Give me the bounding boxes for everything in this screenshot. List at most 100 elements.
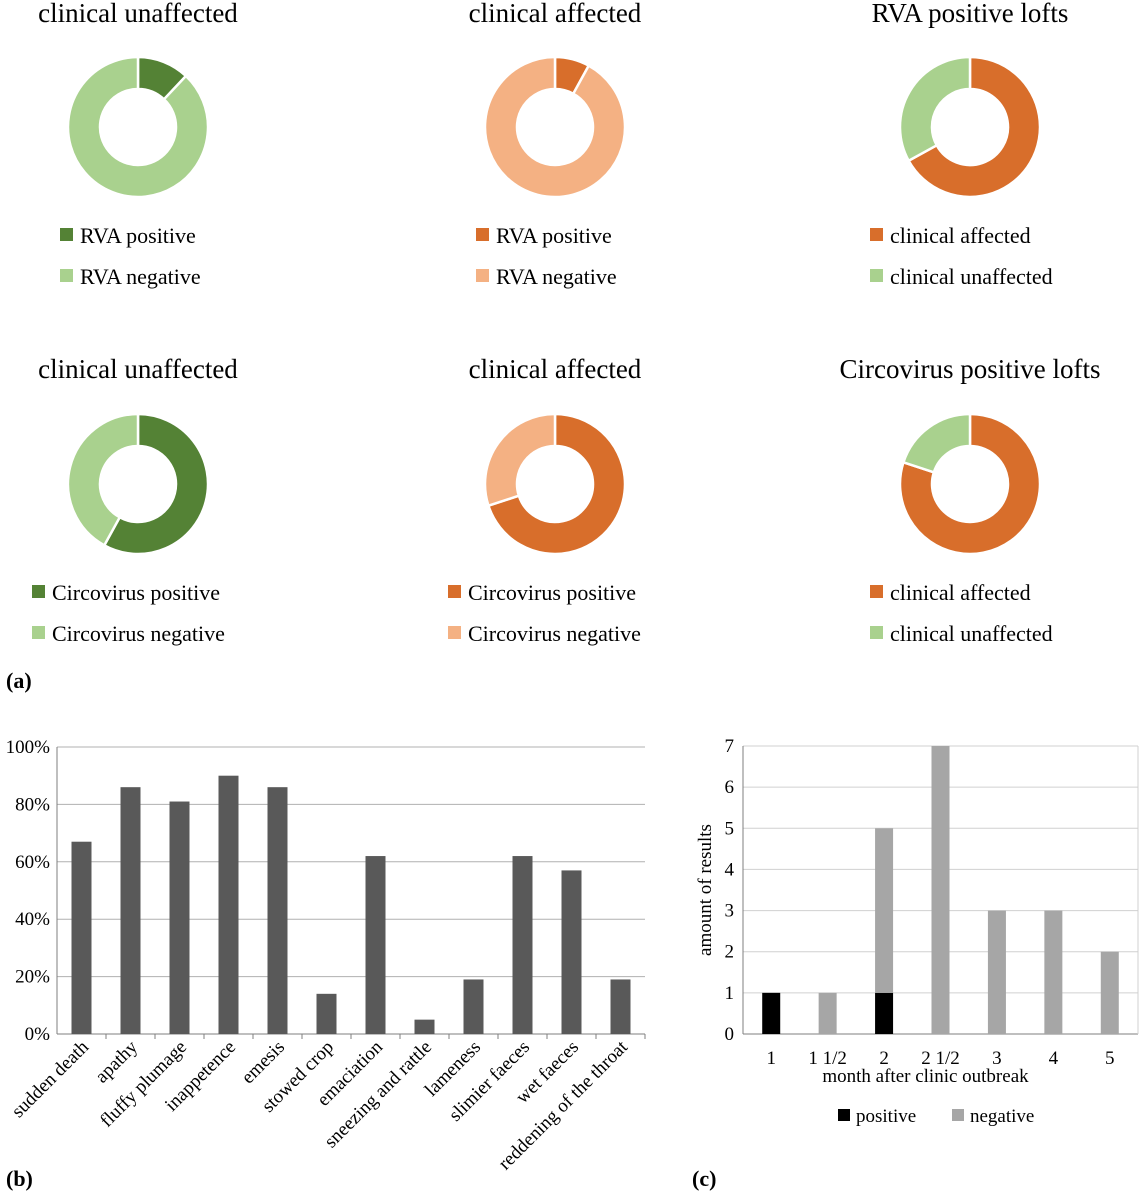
x-tick-label: 4 [1049, 1048, 1059, 1069]
y-tick-label: 1 [725, 983, 735, 1004]
legend-swatch-rva-negative [60, 269, 73, 282]
legend-swatch-clinical-unaffected [870, 269, 883, 282]
y-tick-label: 2 [725, 942, 735, 963]
donut-chart-2: clinical affected RVA positive RVA negativ… [469, 0, 642, 289]
slice-rva-negative [483, 55, 627, 199]
legend-label: negative [970, 1106, 1034, 1127]
bar-positive-2 [875, 992, 894, 1034]
slice-circovirus-positive [102, 412, 210, 556]
chart-title: clinical unaffected [38, 0, 238, 28]
panel-label-a: (a) [6, 668, 32, 693]
legend-swatch-circovirus-positive [448, 585, 461, 598]
slice-clinical-affected [906, 55, 1042, 199]
bar-negative-3 [987, 910, 1006, 1034]
donut-chart-3: RVA positive lofts clinical affected clini… [870, 0, 1068, 289]
chart-title: clinical affected [469, 354, 642, 384]
legend-swatch-negative [952, 1109, 964, 1121]
bar-wet-faeces [561, 870, 582, 1034]
slice-clinical-unaffected [901, 412, 972, 474]
legend-swatch-clinical-unaffected [870, 626, 883, 639]
donut-chart-6: Circovirus positive lofts clinical affect… [840, 354, 1101, 646]
legend-label: positive [856, 1106, 916, 1127]
y-tick-label: 3 [725, 901, 735, 922]
stacked-bar-chart-results: 0 1 2 3 4 5 6 7 1 1 1/2 2 2 1/2 3 4 5 month after clini… [695, 736, 1139, 1127]
bar-negative-1-1-2 [818, 992, 837, 1034]
bar-sudden-death [71, 841, 92, 1034]
y-tick-label: 100% [6, 737, 51, 758]
bar-chart-symptoms: 0%20%40%60%80%100%sudden deathapathyfluf… [6, 737, 646, 1174]
bar-positive-1 [762, 992, 781, 1034]
legend-label: clinical affected [890, 223, 1031, 248]
slice-clinical-affected [898, 412, 1042, 556]
legend-label: Circovirus negative [52, 621, 225, 646]
x-tick-label: 2 [879, 1048, 889, 1069]
bar-apathy [120, 787, 141, 1034]
bar-negative-4 [1044, 910, 1063, 1034]
bar-stowed-crop [316, 993, 337, 1034]
legend-label: Circovirus positive [52, 580, 220, 605]
legend-swatch-positive [838, 1109, 850, 1121]
bar-slimier-faeces [512, 856, 533, 1034]
x-axis-title: month after clinic outbreak [822, 1066, 1029, 1087]
slice-rva-negative [66, 55, 210, 199]
bar-lameness [463, 979, 484, 1034]
y-tick-label: 60% [15, 852, 50, 873]
x-tick-label: sudden death [8, 1036, 94, 1122]
legend-swatch-clinical-affected [870, 585, 883, 598]
x-tick-label: 3 [992, 1048, 1002, 1069]
y-tick-label: 0% [25, 1024, 51, 1045]
legend-swatch-rva-positive [476, 228, 489, 241]
bar-negative-2-1-2 [931, 746, 950, 1034]
y-tick-label: 6 [725, 777, 735, 798]
y-tick-label: 80% [15, 794, 50, 815]
y-tick-label: 20% [15, 967, 50, 988]
legend-label: clinical affected [890, 580, 1031, 605]
slice-circovirus-positive [486, 412, 627, 556]
bar-emaciation [365, 856, 386, 1034]
chart-title: clinical unaffected [38, 354, 238, 384]
bar-negative-2 [875, 828, 894, 993]
bar-fluffy-plumage [169, 801, 190, 1034]
legend-label: RVA negative [80, 264, 201, 289]
y-tick-label: 5 [725, 818, 735, 839]
donut-chart-1: clinical unaffected RVA positive RVA negat… [38, 0, 238, 289]
y-tick-label: 7 [725, 736, 735, 757]
legend-label: RVA positive [80, 223, 196, 248]
legend-swatch-clinical-affected [870, 228, 883, 241]
bar-negative-5 [1100, 951, 1119, 1034]
legend-swatch-circovirus-negative [32, 626, 45, 639]
chart-title: RVA positive lofts [872, 0, 1069, 28]
legend-swatch-rva-negative [476, 269, 489, 282]
legend-label: RVA positive [496, 223, 612, 248]
y-tick-label: 0 [725, 1024, 735, 1045]
legend-label: RVA negative [496, 264, 617, 289]
slice-circovirus-negative [483, 412, 557, 508]
x-tick-label: 2 1/2 [921, 1048, 960, 1069]
donut-charts: clinical unaffected RVA positive RVA negat… [32, 0, 1100, 646]
panel-label-c: (c) [692, 1166, 716, 1191]
y-tick-label: 4 [725, 859, 735, 880]
legend-swatch-circovirus-negative [448, 626, 461, 639]
bar-inappetence [218, 775, 239, 1034]
chart-title: clinical affected [469, 0, 642, 28]
legend-swatch-circovirus-positive [32, 585, 45, 598]
x-tick-label: 1 [766, 1048, 776, 1069]
donut-chart-4: clinical unaffected Circovirus positive Ci… [32, 354, 238, 646]
legend-label: clinical unaffected [890, 264, 1053, 289]
bar-emesis [267, 787, 288, 1034]
bar-sneezing-and-rattle [414, 1019, 435, 1034]
legend-swatch-rva-positive [60, 228, 73, 241]
slice-clinical-unaffected [898, 55, 972, 163]
x-tick-label: 5 [1105, 1048, 1115, 1069]
slice-circovirus-negative [66, 412, 140, 548]
donut-chart-5: clinical affected Circovirus positive Circ… [448, 354, 642, 646]
legend-label: clinical unaffected [890, 621, 1053, 646]
chart-title: Circovirus positive lofts [840, 354, 1101, 384]
y-tick-label: 40% [15, 909, 50, 930]
x-tick-label: 1 1/2 [808, 1048, 847, 1069]
legend-label: Circovirus negative [468, 621, 641, 646]
panel-label-b: (b) [6, 1166, 33, 1191]
bar-reddening-of-the-throat [610, 979, 631, 1034]
y-axis-title: amount of results [695, 824, 716, 956]
